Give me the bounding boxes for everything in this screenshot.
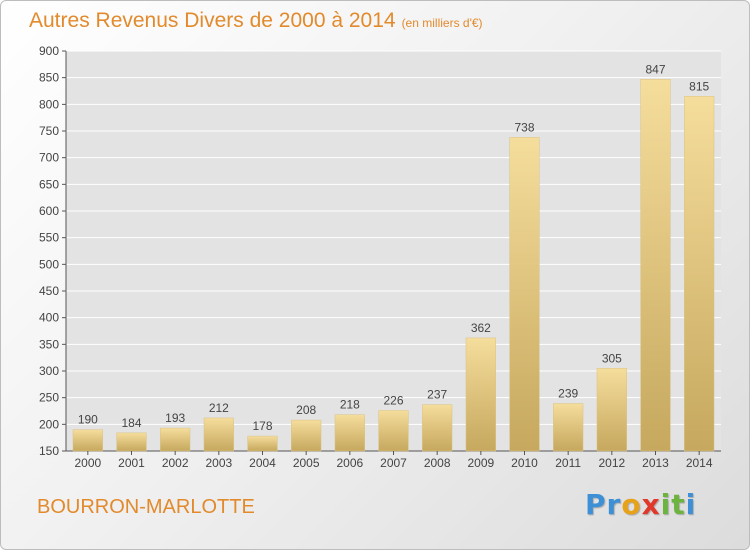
- y-tick-label: 900: [39, 44, 59, 58]
- bar-2009: [465, 337, 496, 452]
- x-tick-label-2013: 2013: [642, 456, 669, 470]
- y-tick-label: 400: [39, 311, 59, 325]
- y-tick-label: 450: [39, 284, 59, 298]
- logo-letter: o: [621, 488, 642, 521]
- y-tick-label: 350: [39, 337, 59, 351]
- logo-letter: i: [660, 488, 672, 521]
- bar-2000: [72, 429, 103, 452]
- bar-2004: [247, 435, 278, 452]
- y-tick-label: 650: [39, 177, 59, 191]
- x-tick-label-2004: 2004: [249, 456, 276, 470]
- bar-2005: [291, 419, 322, 452]
- bar-2007: [378, 410, 409, 452]
- x-tick-label-2009: 2009: [467, 456, 494, 470]
- commune-name: BOURRON-MARLOTTE: [37, 496, 255, 518]
- y-tick-label: 550: [39, 231, 59, 245]
- y-tick-label: 750: [39, 124, 59, 138]
- y-tick-label: 700: [39, 151, 59, 165]
- x-tick-label-2005: 2005: [293, 456, 320, 470]
- bar-2013: [640, 79, 671, 452]
- y-tick-label: 300: [39, 364, 59, 378]
- data-label-2010: 738: [514, 120, 534, 134]
- data-label-2002: 193: [165, 411, 185, 425]
- y-tick-label: 500: [39, 257, 59, 271]
- x-tick-label-2002: 2002: [162, 456, 189, 470]
- x-tick-label-2011: 2011: [555, 456, 581, 470]
- logo-letter: P: [585, 488, 607, 521]
- bar-2010: [509, 137, 540, 452]
- data-label-2005: 208: [296, 403, 316, 417]
- x-tick-label-2000: 2000: [74, 456, 101, 470]
- logo-letter: t: [671, 488, 686, 521]
- x-tick-label-2001: 2001: [118, 456, 145, 470]
- bar-2012: [596, 368, 627, 452]
- x-tick-label-2007: 2007: [380, 456, 407, 470]
- x-tick-label-2014: 2014: [686, 456, 713, 470]
- x-tick-label-2006: 2006: [336, 456, 363, 470]
- x-tick-label-2012: 2012: [598, 456, 625, 470]
- x-tick-label-2003: 2003: [205, 456, 232, 470]
- data-label-2001: 184: [121, 416, 141, 430]
- data-label-2004: 178: [252, 419, 272, 433]
- y-tick-label: 250: [39, 391, 59, 405]
- bar-2003: [203, 417, 234, 452]
- bar-2001: [116, 432, 147, 452]
- data-label-2003: 212: [209, 401, 229, 415]
- y-tick-label: 800: [39, 97, 59, 111]
- logo-letter: i: [685, 488, 697, 521]
- data-label-2000: 190: [78, 413, 98, 427]
- data-label-2012: 305: [602, 351, 622, 365]
- x-tick-label-2008: 2008: [424, 456, 451, 470]
- chart-subtitle: (en milliers d'€): [401, 16, 483, 30]
- chart-title: Autres Revenus Divers de 2000 à 2014 (en …: [29, 9, 483, 33]
- x-tick-label-2010: 2010: [511, 456, 538, 470]
- y-tick-label: 850: [39, 71, 59, 85]
- bar-2006: [334, 414, 365, 452]
- y-tick-label: 200: [39, 417, 59, 431]
- y-tick-label: 600: [39, 204, 59, 218]
- logo-letter: x: [641, 488, 661, 521]
- data-label-2007: 226: [383, 393, 403, 407]
- data-label-2014: 815: [689, 79, 709, 93]
- proxiti-logo: Proxiti: [585, 488, 696, 521]
- bar-2008: [422, 404, 453, 452]
- bar-2014: [684, 96, 715, 452]
- y-tick-label: 150: [39, 444, 59, 458]
- bar-2011: [553, 403, 584, 452]
- logo-letter: r: [606, 488, 622, 521]
- bar-2002: [160, 427, 191, 452]
- chart-title-main: Autres Revenus Divers de 2000 à 2014: [29, 9, 396, 32]
- data-label-2009: 362: [471, 321, 491, 335]
- data-label-2006: 218: [340, 398, 360, 412]
- data-label-2013: 847: [645, 62, 665, 76]
- data-label-2008: 237: [427, 388, 447, 402]
- data-label-2011: 239: [558, 387, 578, 401]
